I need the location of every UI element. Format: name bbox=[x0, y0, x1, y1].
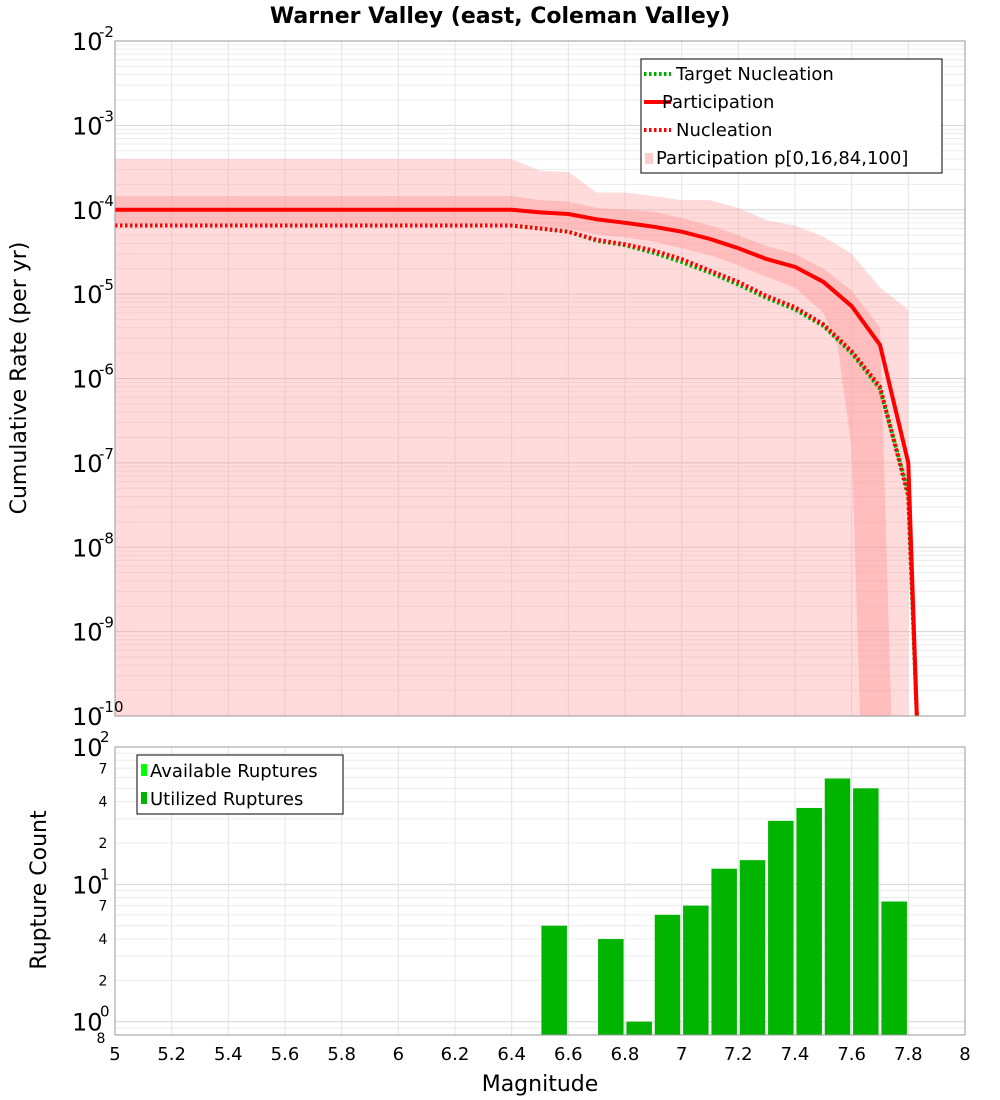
y-tick-minor-label: 4 bbox=[99, 932, 108, 948]
x-tick-label: 7.6 bbox=[837, 1044, 866, 1065]
bar bbox=[739, 860, 766, 1035]
chart-title: Warner Valley (east, Coleman Valley) bbox=[270, 4, 730, 29]
legend-swatch bbox=[645, 153, 653, 164]
y-tick-exponent: -5 bbox=[99, 276, 114, 294]
y-tick-minor-label: 2 bbox=[99, 836, 108, 852]
band-outer bbox=[115, 158, 909, 717]
bar bbox=[541, 925, 567, 1035]
y-tick-label: 10 bbox=[72, 534, 103, 562]
count-y-axis-label: Rupture Count bbox=[27, 810, 52, 970]
x-tick-label: 5 bbox=[109, 1044, 120, 1065]
y-tick-minor-label: 2 bbox=[99, 973, 108, 989]
bar bbox=[654, 914, 681, 1035]
y-tick-label: 10 bbox=[72, 1009, 103, 1037]
x-tick-label: 7 bbox=[676, 1044, 687, 1065]
x-tick-label: 6.2 bbox=[441, 1044, 470, 1065]
bar bbox=[824, 778, 851, 1035]
y-tick-exponent: -2 bbox=[99, 23, 114, 41]
y-tick-label: 10 bbox=[72, 619, 103, 647]
x-tick-label: 7.2 bbox=[724, 1044, 753, 1065]
y-tick-label: 10 bbox=[72, 281, 103, 309]
rate-chart-lines bbox=[115, 207, 919, 717]
legend-label: Utilized Ruptures bbox=[150, 789, 303, 810]
rate-chart-grid bbox=[114, 41, 966, 717]
x-tick-label: 7.8 bbox=[894, 1044, 923, 1065]
legend-box bbox=[136, 754, 344, 815]
count-bars bbox=[541, 778, 907, 1035]
count-chart-grid bbox=[114, 747, 966, 1036]
y-tick-exponent: 1 bbox=[100, 865, 110, 883]
bar bbox=[598, 939, 624, 1035]
bar bbox=[796, 807, 822, 1035]
y-tick-minor-label: 7 bbox=[99, 761, 108, 777]
rate-y-axis-label: Cumulative Rate (per yr) bbox=[7, 242, 32, 515]
legend-label: Target Nucleation bbox=[675, 64, 834, 85]
y-tick-label: 10 bbox=[72, 366, 103, 394]
legend-swatch bbox=[141, 764, 147, 776]
x-tick-label: 5.4 bbox=[214, 1044, 243, 1065]
y-tick-label: 10 bbox=[72, 112, 103, 140]
x-tick-label: 7.4 bbox=[781, 1044, 810, 1065]
y-tick-label: 10 bbox=[72, 871, 103, 899]
rate-legend: Target Nucleation Participation Nucleation… bbox=[640, 58, 943, 174]
y-tick-exponent: -3 bbox=[99, 107, 114, 125]
y-tick-exponent: -10 bbox=[99, 698, 124, 716]
bar bbox=[683, 905, 709, 1035]
y-tick-exponent: -9 bbox=[99, 614, 114, 632]
y-tick-label: 10 bbox=[72, 734, 103, 762]
series-line-nucleation bbox=[115, 223, 919, 717]
y-tick-minor-label: 4 bbox=[99, 795, 108, 811]
y-tick-exponent: 0 bbox=[100, 1003, 110, 1021]
legend-label: Participation bbox=[662, 92, 774, 113]
y-tick-label: 10 bbox=[72, 450, 103, 478]
y-tick-minor-label: 7 bbox=[99, 899, 108, 915]
legend-label: Available Ruptures bbox=[150, 761, 318, 782]
x-ticks: 5 5.2 5.4 5.6 5.8 6 6.2 6.4 6.6 6.8 7 7.2 7.4 7.6 7.8 8 bbox=[109, 1044, 970, 1065]
bar bbox=[626, 1021, 652, 1035]
x-tick-label: 5.8 bbox=[327, 1044, 356, 1065]
count-chart-frame bbox=[114, 746, 966, 1036]
x-tick-label: 6.6 bbox=[554, 1044, 583, 1065]
y-tick-label: 10 bbox=[72, 28, 103, 56]
bar bbox=[768, 820, 794, 1035]
x-tick-label: 6.8 bbox=[611, 1044, 640, 1065]
y-tick-exponent: -6 bbox=[99, 361, 114, 379]
participation-band bbox=[115, 158, 909, 717]
legend-label: Participation p[0,16,84,100] bbox=[656, 148, 908, 169]
x-tick-label: 8 bbox=[959, 1044, 970, 1065]
y-tick-label: 10 bbox=[72, 703, 103, 731]
count-legend: Available Ruptures Utilized Ruptures bbox=[136, 754, 344, 815]
series-line-participation bbox=[115, 207, 919, 717]
y-tick-exponent: 2 bbox=[100, 728, 110, 746]
rate-chart-frame bbox=[114, 40, 966, 717]
x-tick-label: 6 bbox=[393, 1044, 404, 1065]
x-tick-label: 6.4 bbox=[497, 1044, 526, 1065]
legend-swatch bbox=[141, 792, 147, 804]
y-tick-label: 10 bbox=[72, 197, 103, 225]
legend-box bbox=[640, 58, 943, 174]
x-tick-label: 5.6 bbox=[271, 1044, 300, 1065]
y-tick-exponent: -7 bbox=[99, 445, 114, 463]
y-tick-exponent: -4 bbox=[99, 192, 114, 210]
y-tick-exponent: -8 bbox=[99, 529, 114, 547]
x-tick-label: 5.2 bbox=[157, 1044, 186, 1065]
bar bbox=[853, 788, 879, 1035]
bar bbox=[711, 868, 737, 1035]
x-axis-label: Magnitude bbox=[482, 1072, 599, 1097]
y-tick-min-label: 8 bbox=[97, 1031, 106, 1047]
bar bbox=[881, 901, 907, 1035]
legend-label: Nucleation bbox=[676, 120, 772, 141]
